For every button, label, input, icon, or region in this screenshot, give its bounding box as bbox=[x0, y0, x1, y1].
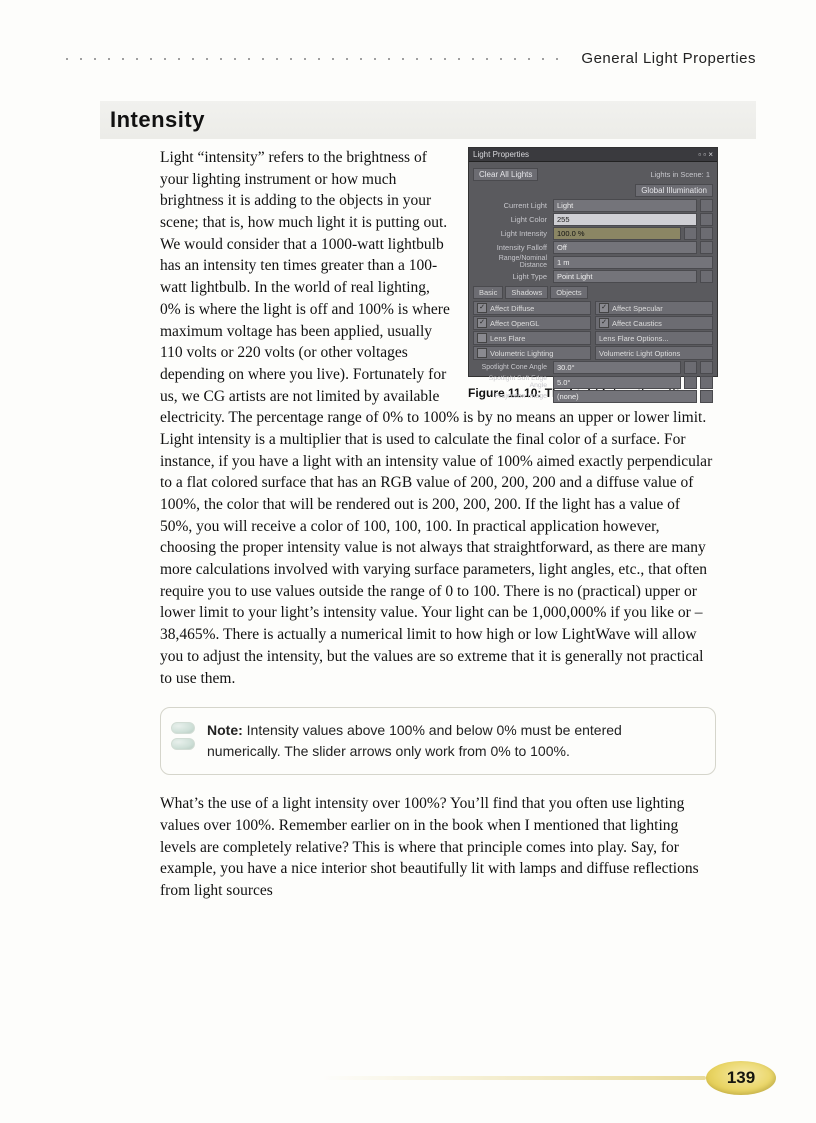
current-light-field[interactable]: Light bbox=[553, 199, 697, 212]
affect-caustics-label: Affect Caustics bbox=[612, 319, 662, 328]
affect-opengl-label: Affect OpenGL bbox=[490, 319, 539, 328]
intensity-falloff-field[interactable]: Off bbox=[553, 241, 697, 254]
lens-flare-options-button[interactable]: Lens Flare Options... bbox=[595, 331, 713, 345]
dot-leader bbox=[60, 57, 569, 61]
light-intensity-field[interactable]: 100.0 % bbox=[553, 227, 681, 240]
lights-in-scene-label: Lights in Scene: 1 bbox=[650, 170, 713, 179]
running-header: General Light Properties bbox=[60, 50, 756, 67]
light-type-label: Light Type bbox=[473, 272, 550, 281]
light-intensity-label: Light Intensity bbox=[473, 229, 550, 238]
env-button-icon[interactable] bbox=[700, 361, 713, 374]
volumetric-check[interactable]: Volumetric Lighting bbox=[473, 346, 591, 360]
proj-image-label: Projection Image bbox=[473, 393, 550, 400]
volumetric-options-button[interactable]: Volumetric Light Options bbox=[595, 346, 713, 360]
panel-tabs: Basic Shadows Objects bbox=[473, 286, 713, 299]
affect-opengl-check[interactable]: ✓Affect OpenGL bbox=[473, 316, 591, 330]
env-button-icon[interactable] bbox=[700, 213, 713, 226]
affect-specular-label: Affect Specular bbox=[612, 304, 663, 313]
tab-basic[interactable]: Basic bbox=[473, 286, 503, 299]
intensity-falloff-label: Intensity Falloff bbox=[473, 243, 550, 252]
global-illumination-button[interactable]: Global Illumination bbox=[635, 184, 713, 197]
affect-diffuse-check[interactable]: ✓Affect Diffuse bbox=[473, 301, 591, 315]
tab-shadows[interactable]: Shadows bbox=[505, 286, 548, 299]
proj-image-field[interactable]: (none) bbox=[553, 390, 697, 403]
clear-all-lights-button[interactable]: Clear All Lights bbox=[473, 168, 538, 181]
paragraph-2: What’s the use of a light intensity over… bbox=[160, 793, 716, 901]
page-number: 139 bbox=[706, 1061, 776, 1095]
soft-edge-field[interactable]: 5.0° bbox=[553, 376, 681, 389]
window-controls-icon: ▫ ▫ × bbox=[698, 150, 713, 159]
dropdown-icon[interactable] bbox=[700, 241, 713, 254]
affect-diffuse-label: Affect Diffuse bbox=[490, 304, 534, 313]
panel-body: Clear All Lights Lights in Scene: 1 Glob… bbox=[469, 162, 717, 410]
soft-edge-label: Spotlight Soft Edge Angle bbox=[473, 375, 550, 389]
cone-angle-label: Spotlight Cone Angle bbox=[473, 364, 550, 371]
cone-angle-field[interactable]: 30.0° bbox=[553, 361, 681, 374]
range-label: Range/Nominal Distance bbox=[473, 255, 550, 269]
light-properties-panel: Light Properties ▫ ▫ × Clear All Lights … bbox=[468, 147, 718, 377]
spinner-icon[interactable] bbox=[684, 361, 697, 374]
note-text: Intensity values above 100% and below 0%… bbox=[207, 722, 622, 759]
tab-objects[interactable]: Objects bbox=[550, 286, 587, 299]
chapter-title: General Light Properties bbox=[581, 50, 756, 67]
light-color-field[interactable]: 255 bbox=[553, 213, 697, 226]
env-button-icon[interactable] bbox=[700, 376, 713, 389]
dropdown-icon[interactable] bbox=[700, 390, 713, 403]
note-icon bbox=[171, 722, 195, 750]
light-color-label: Light Color bbox=[473, 215, 550, 224]
content-area: Light Properties ▫ ▫ × Clear All Lights … bbox=[160, 147, 716, 902]
spinner-icon[interactable] bbox=[684, 376, 697, 389]
lens-flare-label: Lens Flare bbox=[490, 334, 525, 343]
env-button-icon[interactable] bbox=[700, 227, 713, 240]
page-number-trail bbox=[66, 1076, 706, 1080]
note-box: Note: Intensity values above 100% and be… bbox=[160, 707, 716, 775]
section-heading: Intensity bbox=[100, 101, 756, 139]
current-light-label: Current Light bbox=[473, 201, 550, 210]
figure: Light Properties ▫ ▫ × Clear All Lights … bbox=[468, 147, 716, 401]
dropdown-icon[interactable] bbox=[700, 270, 713, 283]
volumetric-label: Volumetric Lighting bbox=[490, 349, 553, 358]
page: General Light Properties Intensity Light… bbox=[0, 0, 816, 1123]
light-type-field[interactable]: Point Light bbox=[553, 270, 697, 283]
spinner-icon[interactable] bbox=[684, 227, 697, 240]
affect-caustics-check[interactable]: ✓Affect Caustics bbox=[595, 316, 713, 330]
panel-titlebar: Light Properties ▫ ▫ × bbox=[469, 148, 717, 162]
affect-specular-check[interactable]: ✓Affect Specular bbox=[595, 301, 713, 315]
panel-title: Light Properties bbox=[473, 150, 529, 159]
note-label: Note: bbox=[207, 722, 243, 738]
range-field[interactable]: 1 m bbox=[553, 256, 713, 269]
lens-flare-check[interactable]: Lens Flare bbox=[473, 331, 591, 345]
dropdown-icon[interactable] bbox=[700, 199, 713, 212]
